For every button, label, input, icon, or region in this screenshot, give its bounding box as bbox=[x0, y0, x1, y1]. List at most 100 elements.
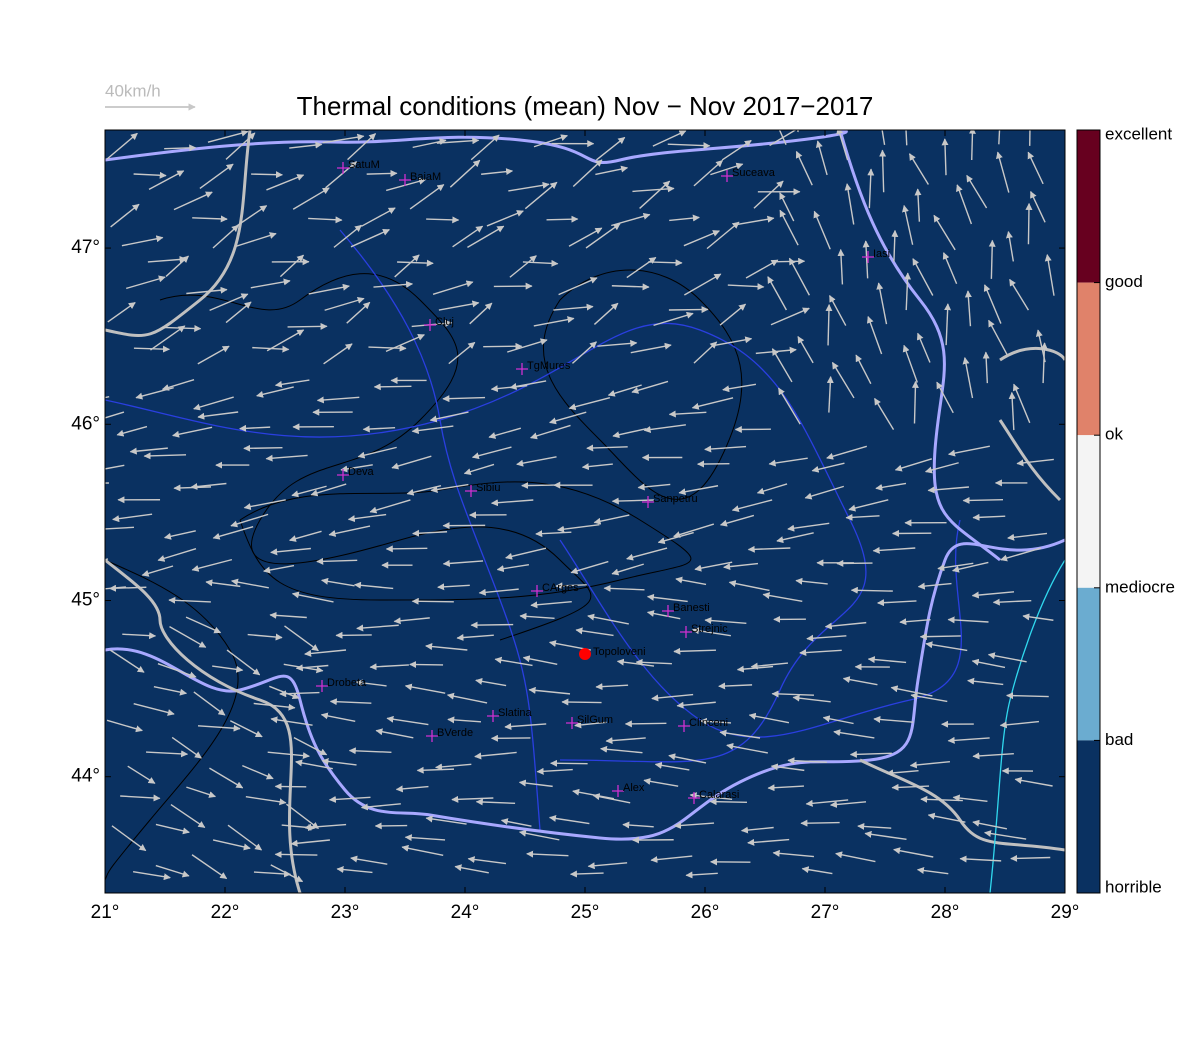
wind-arrow bbox=[771, 690, 814, 698]
wind-arrow bbox=[600, 745, 643, 754]
wind-arrow bbox=[108, 584, 147, 592]
wind-arrow bbox=[826, 445, 867, 460]
border bbox=[105, 130, 252, 337]
x-tick-label: 27° bbox=[811, 902, 840, 923]
wind-arrow bbox=[637, 483, 671, 491]
wind-arrow bbox=[250, 278, 291, 289]
wind-arrow bbox=[568, 227, 603, 247]
wind-arrow bbox=[987, 652, 1027, 663]
wind-arrow bbox=[788, 257, 810, 296]
wind-arrow bbox=[193, 396, 234, 411]
wind-arrow bbox=[292, 187, 330, 210]
wind-arrow bbox=[239, 424, 271, 432]
city-label: Sanpetru bbox=[653, 493, 698, 505]
city-label: Deva bbox=[348, 466, 375, 478]
wind-arrow bbox=[924, 462, 959, 474]
city-marker bbox=[316, 680, 328, 692]
wind-arrow bbox=[126, 275, 166, 290]
wind-arrow bbox=[1010, 854, 1051, 862]
wind-arrow bbox=[902, 344, 918, 383]
wind-arrow bbox=[1006, 692, 1049, 700]
wind-arrow bbox=[673, 821, 715, 829]
wind-arrow bbox=[106, 132, 138, 160]
wind-arrow bbox=[748, 712, 790, 724]
wind-arrow bbox=[164, 530, 196, 540]
wind-arrow bbox=[959, 855, 1002, 863]
wind-arrow bbox=[270, 547, 311, 556]
wind-arrow bbox=[229, 720, 263, 738]
wind-arrow bbox=[155, 823, 190, 835]
wind-arrow bbox=[328, 795, 371, 803]
wind-arrow bbox=[148, 170, 185, 190]
wind-arrow bbox=[321, 577, 355, 587]
wind-arrow bbox=[270, 716, 313, 726]
wind-arrow bbox=[170, 803, 206, 829]
wind-arrow bbox=[910, 692, 948, 703]
city-label: Alex bbox=[623, 782, 645, 794]
wind-arrow bbox=[412, 138, 447, 149]
wind-arrow bbox=[971, 658, 1006, 669]
wind-arrow bbox=[571, 341, 597, 364]
wind-arrow bbox=[668, 410, 707, 418]
city-marker bbox=[424, 319, 436, 331]
wind-arrow bbox=[129, 447, 168, 455]
wind-arrow bbox=[212, 224, 239, 249]
wind-arrow bbox=[719, 729, 761, 739]
x-tick-label: 21° bbox=[91, 902, 120, 923]
wind-arrow bbox=[762, 592, 803, 602]
wind-arrow bbox=[988, 319, 1008, 356]
wind-arrow bbox=[225, 301, 252, 324]
wind-arrow bbox=[669, 214, 700, 222]
wind-arrow bbox=[490, 384, 528, 393]
wind-arrow bbox=[1008, 391, 1016, 431]
wind-arrow bbox=[951, 561, 989, 573]
wind-arrow bbox=[247, 633, 283, 641]
wind-arrow bbox=[436, 137, 480, 145]
wind-arrow bbox=[795, 150, 813, 186]
wind-arrow bbox=[524, 181, 558, 210]
wind-arrow bbox=[516, 456, 557, 467]
wind-arrow bbox=[209, 767, 244, 789]
city-label: Banesti bbox=[673, 602, 710, 614]
wind-arrow bbox=[150, 325, 186, 351]
wind-arrow bbox=[481, 168, 514, 176]
wind-arrow bbox=[733, 215, 775, 226]
x-tick-label: 26° bbox=[691, 902, 720, 923]
wind-arrow bbox=[105, 464, 125, 470]
wind-arrow bbox=[205, 579, 241, 588]
wind-arrow bbox=[1029, 130, 1031, 146]
wind-arrow bbox=[155, 864, 190, 878]
wind-arrow bbox=[454, 864, 489, 874]
wind-arrow bbox=[653, 311, 694, 327]
city-label: BaiaM bbox=[410, 171, 441, 183]
wind-arrow bbox=[829, 801, 867, 808]
wind-arrow bbox=[474, 751, 517, 760]
city-marker bbox=[465, 485, 477, 497]
wind-arrow bbox=[1007, 532, 1048, 541]
wind-arrow bbox=[673, 647, 716, 655]
city-marker bbox=[516, 363, 528, 375]
wind-arrow bbox=[971, 591, 1015, 599]
wind-arrow bbox=[555, 582, 587, 590]
wind-arrow bbox=[558, 277, 598, 296]
wind-arrow bbox=[876, 282, 888, 325]
wind-arrow bbox=[504, 723, 547, 731]
wind-arrow bbox=[1016, 458, 1054, 467]
wind-arrow bbox=[193, 691, 226, 716]
wind-arrow bbox=[369, 663, 409, 671]
wind-arrow bbox=[603, 584, 645, 592]
city-marker bbox=[642, 496, 654, 508]
colorbar-segment bbox=[1077, 130, 1100, 283]
city-marker bbox=[612, 785, 624, 797]
wind-arrow bbox=[587, 862, 628, 870]
wind-arrow bbox=[478, 588, 519, 596]
wind-arrow bbox=[972, 819, 1008, 830]
wind-arrow bbox=[404, 683, 446, 694]
wind-arrow bbox=[850, 586, 893, 594]
city-label: Strejnic bbox=[691, 623, 728, 635]
wind-arrow bbox=[626, 547, 668, 561]
wind-arrow bbox=[197, 724, 241, 732]
wind-arrow bbox=[557, 524, 600, 533]
colorbar: excellent good ok mediocre bad horrible bbox=[1076, 124, 1175, 896]
